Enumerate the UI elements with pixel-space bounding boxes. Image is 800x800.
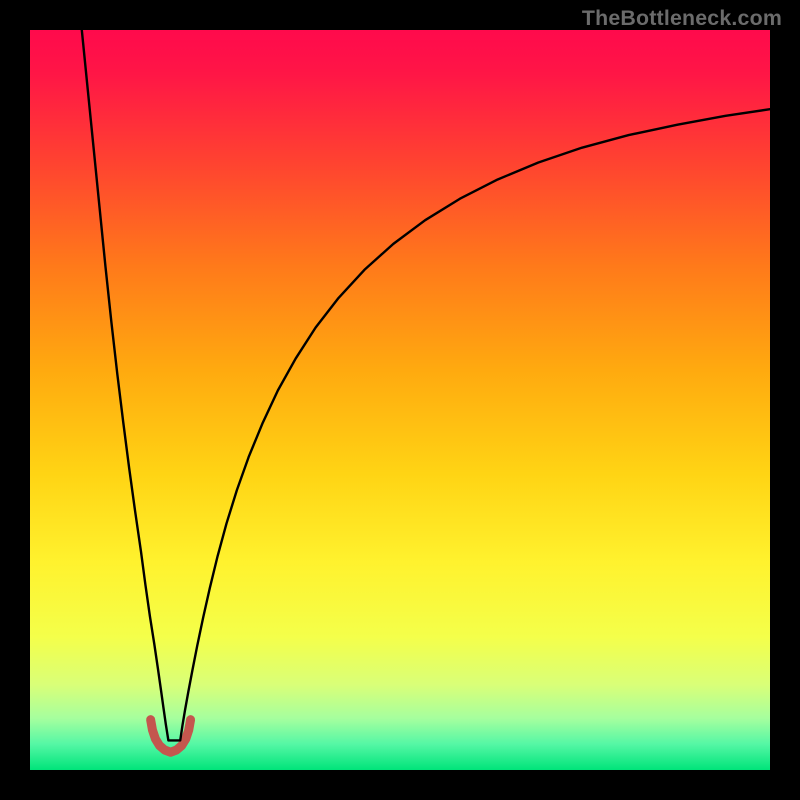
- chart-stage: TheBottleneck.com: [0, 0, 800, 800]
- watermark-text: TheBottleneck.com: [582, 6, 782, 31]
- plot-background: [30, 30, 770, 770]
- plot-svg: [30, 30, 770, 770]
- plot-frame: [30, 30, 770, 770]
